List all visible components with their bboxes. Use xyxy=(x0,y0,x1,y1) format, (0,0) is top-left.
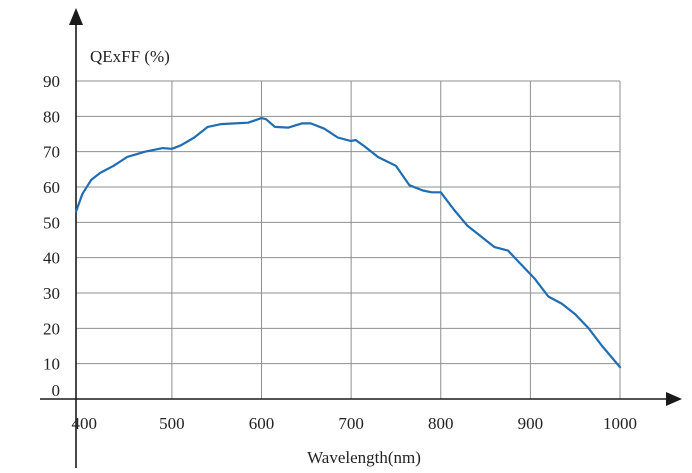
x-tick-label-900: 900 xyxy=(518,414,544,433)
y-tick-label-70: 70 xyxy=(43,143,60,162)
x-tick-label-700: 700 xyxy=(338,414,364,433)
y-tick-label-10: 10 xyxy=(43,355,60,374)
y-tick-label-30: 30 xyxy=(43,284,60,303)
y-axis-arrow xyxy=(69,8,83,25)
x-tick-label-400: 400 xyxy=(72,414,98,433)
x-axis-title: Wavelength(nm) xyxy=(307,448,421,467)
y-tick-label-20: 20 xyxy=(43,319,60,338)
y-axis-title: QExFF (%) xyxy=(90,47,170,66)
y-tick-label-0: 0 xyxy=(52,381,61,400)
y-tick-label-80: 80 xyxy=(43,107,60,126)
y-tick-label-60: 60 xyxy=(43,178,60,197)
series-group xyxy=(74,116,622,369)
series-line-0 xyxy=(74,116,622,369)
y-tick-label-90: 90 xyxy=(43,72,60,91)
x-tick-label-1000: 1000 xyxy=(603,414,637,433)
x-tick-label-600: 600 xyxy=(249,414,275,433)
x-tick-label-500: 500 xyxy=(159,414,185,433)
grid xyxy=(76,80,621,399)
axes xyxy=(40,8,682,468)
y-tick-label-40: 40 xyxy=(43,249,60,268)
tick-labels: 0 10 20 30 40 50 60 70 80 90 400 500 600 700 800 900 100… xyxy=(43,72,637,433)
x-axis-arrow xyxy=(666,392,682,406)
x-tick-label-800: 800 xyxy=(428,414,454,433)
y-tick-label-50: 50 xyxy=(43,213,60,232)
